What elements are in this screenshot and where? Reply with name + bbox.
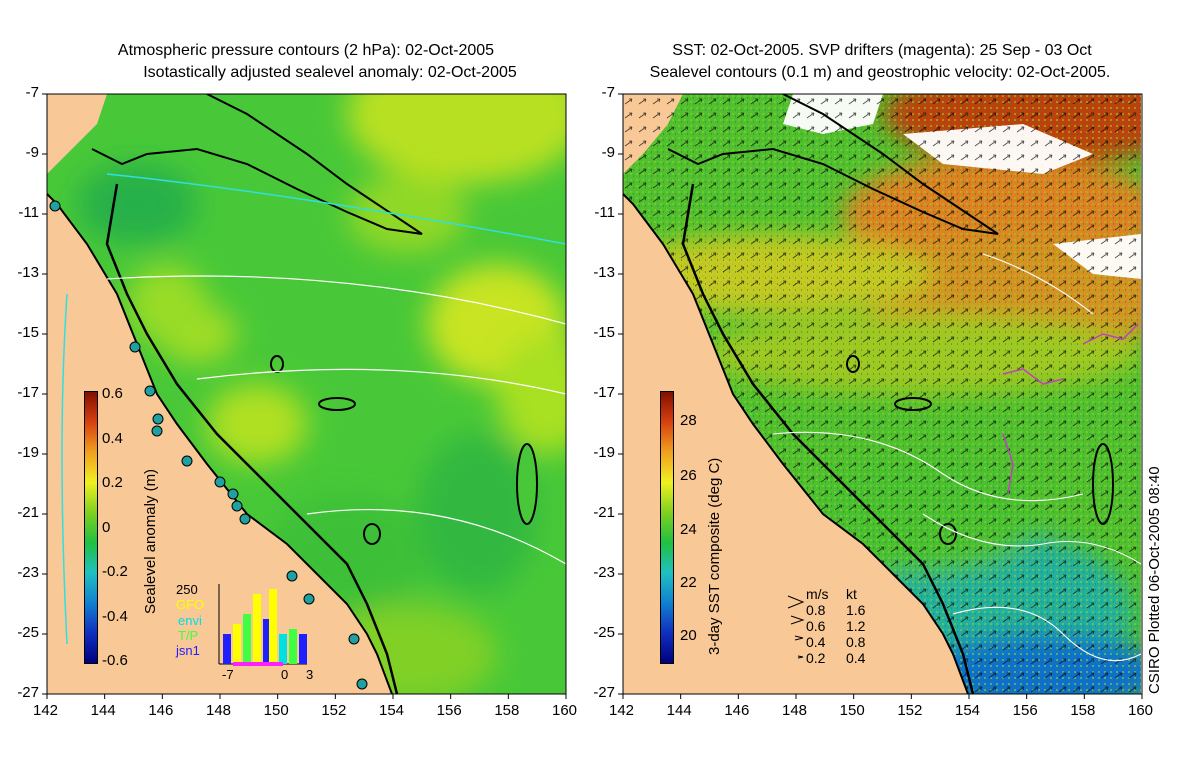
sst-tick: 28: [680, 412, 697, 429]
right-map-panel: [623, 94, 1141, 694]
velocity-legend-header-kt: kt: [846, 586, 857, 602]
lon-tick-label: 156: [436, 702, 462, 719]
lat-tick-label: -21: [593, 504, 615, 521]
sla-tick: -0.2: [102, 563, 128, 580]
histogram-count-label: 250: [176, 582, 198, 597]
lon-tick-label: 148: [782, 702, 808, 719]
lat-tick-label: -17: [17, 384, 39, 401]
lon-tick-label: 154: [379, 702, 405, 719]
lat-tick-label: -25: [17, 624, 39, 641]
sst-colorbar: [660, 391, 674, 664]
lon-tick-label: 146: [148, 702, 174, 719]
velocity-legend-ms: 0.4: [806, 634, 826, 650]
legend-tp: T/P: [178, 628, 199, 643]
sla-tick: -0.4: [102, 608, 128, 625]
left-title-line1: Atmospheric pressure contours (2 hPa): 0…: [117, 42, 495, 59]
legend-gfo: GFO: [176, 597, 205, 612]
right-title-line1: SST: 02-Oct-2005. SVP drifters (magenta)…: [672, 42, 1092, 59]
lat-tick-label: -23: [593, 564, 615, 581]
lat-tick-label: -15: [17, 324, 39, 341]
lon-tick-label: 144: [666, 702, 692, 719]
lon-tick-label: 160: [552, 702, 578, 719]
lat-tick-label: -13: [593, 264, 615, 281]
lon-tick-label: 154: [955, 702, 981, 719]
lat-tick-label: -27: [17, 684, 39, 701]
right-title-line2: Sealevel contours (0.1 m) and geostrophi…: [649, 64, 1111, 81]
velocity-legend-ms: 0.8: [806, 602, 826, 618]
histogram-xtick: 0: [281, 667, 289, 682]
lat-tick-label: -19: [17, 444, 39, 461]
lat-tick-label: -11: [594, 204, 615, 221]
lat-tick-label: -27: [593, 684, 615, 701]
lat-tick-label: -19: [593, 444, 615, 461]
sealevel-anomaly-map: [47, 94, 566, 694]
sst-tick: 20: [680, 627, 697, 644]
sla-tick: 0: [102, 519, 111, 536]
lon-tick-label: 142: [609, 702, 635, 719]
sla-tick: 0.6: [102, 385, 123, 402]
lon-tick-label: 160: [1128, 702, 1154, 719]
legend-jsn1: jsn1: [176, 643, 200, 658]
histogram-xtick: 3: [306, 667, 314, 682]
sla-colorbar-label: Sealevel anomaly (m): [142, 468, 159, 614]
velocity-legend-kt: 0.8: [846, 634, 866, 650]
sst-tick: 26: [680, 467, 697, 484]
lat-tick-label: -9: [601, 144, 615, 161]
plot-credit: CSIRO Plotted 06-Oct-2005 08:40: [1146, 466, 1163, 694]
lat-tick-label: -7: [601, 84, 615, 101]
lon-tick-label: 146: [724, 702, 750, 719]
velocity-legend-ms: 0.6: [806, 618, 826, 634]
lat-tick-label: -9: [25, 144, 39, 161]
lat-tick-label: -13: [17, 264, 39, 281]
lon-tick-label: 144: [90, 702, 116, 719]
sla-tick: -0.6: [102, 652, 128, 669]
legend-envi: envi: [178, 613, 202, 628]
sst-tick: 22: [680, 574, 697, 591]
lon-tick-label: 148: [206, 702, 232, 719]
lon-tick-label: 142: [33, 702, 59, 719]
lon-tick-label: 158: [494, 702, 520, 719]
velocity-legend-ms: 0.2: [806, 650, 826, 666]
velocity-legend-kt: 1.2: [846, 618, 866, 634]
lat-tick-label: -11: [18, 204, 39, 221]
lat-tick-label: -7: [25, 84, 39, 101]
lat-tick-label: -15: [593, 324, 615, 341]
left-title-line2: Isotastically adjusted sealevel anomaly:…: [143, 64, 517, 81]
lon-tick-label: 156: [1012, 702, 1038, 719]
lon-tick-label: 150: [839, 702, 865, 719]
lat-tick-label: -25: [593, 624, 615, 641]
sla-tick: 0.4: [102, 430, 123, 447]
velocity-legend-kt: 0.4: [846, 650, 866, 666]
histogram-xtick: -7: [222, 667, 234, 682]
lon-tick-label: 152: [897, 702, 923, 719]
sla-tick: 0.2: [102, 474, 123, 491]
sla-colorbar: [84, 391, 98, 664]
left-map-panel: [47, 94, 566, 694]
velocity-legend-header-ms: m/s: [806, 586, 829, 602]
velocity-legend-kt: 1.6: [846, 602, 866, 618]
lat-tick-label: -23: [17, 564, 39, 581]
sst-map: [623, 94, 1141, 694]
lon-tick-label: 158: [1070, 702, 1096, 719]
lon-tick-label: 152: [321, 702, 347, 719]
lat-tick-label: -17: [593, 384, 615, 401]
lat-tick-label: -21: [17, 504, 39, 521]
lon-tick-label: 150: [263, 702, 289, 719]
sst-colorbar-label: 3-day SST composite (deg C): [706, 457, 723, 655]
sst-tick: 24: [680, 521, 697, 538]
